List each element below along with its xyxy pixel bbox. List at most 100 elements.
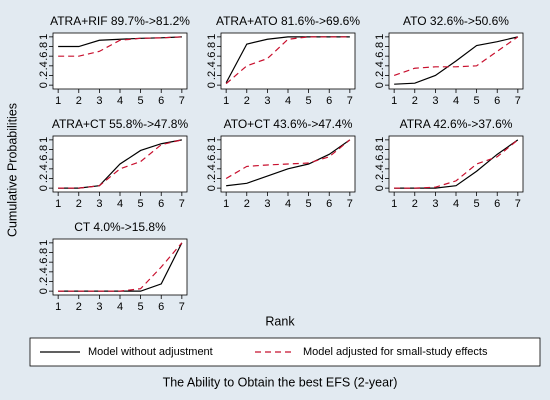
x-tick-label: 3 — [264, 95, 270, 107]
y-tick-label: 1 — [206, 137, 218, 143]
y-tick-label: .4 — [206, 164, 218, 173]
y-tick-label: 1 — [374, 34, 386, 40]
x-tick-label: 7 — [347, 198, 353, 210]
x-tick-label: 7 — [179, 95, 185, 107]
y-tick-label: .2 — [374, 71, 386, 80]
x-tick-label: 6 — [494, 95, 500, 107]
x-tick-label: 7 — [515, 198, 521, 210]
series-line — [226, 139, 351, 187]
y-tick-label: 0 — [374, 82, 386, 88]
y-tick-label: .8 — [38, 42, 50, 51]
y-tick-label: .2 — [38, 71, 50, 80]
x-tick-label: 2 — [76, 198, 82, 210]
y-tick-label: .4 — [38, 164, 50, 173]
y-tick-label: .8 — [206, 42, 218, 51]
x-tick-label: 5 — [474, 95, 480, 107]
x-tick-label: 5 — [138, 301, 144, 313]
x-tick-label: 6 — [494, 198, 500, 210]
y-tick-label: .4 — [38, 267, 50, 276]
x-tick-label: 1 — [223, 198, 229, 210]
x-tick-label: 3 — [432, 198, 438, 210]
y-tick-label: .2 — [38, 174, 50, 183]
panel-title: ATRA 42.6%->37.6% — [400, 117, 513, 131]
x-tick-label: 6 — [158, 301, 164, 313]
x-tick-label: 7 — [179, 198, 185, 210]
y-tick-label: 0 — [38, 288, 50, 294]
plot-area — [388, 135, 524, 193]
series-line — [225, 36, 350, 84]
series-line — [394, 36, 518, 85]
x-tick-label: 1 — [223, 95, 229, 107]
y-tick-label: .6 — [38, 155, 50, 164]
x-tick-label: 1 — [55, 301, 61, 313]
series-line — [394, 139, 519, 189]
x-tick-label: 2 — [76, 95, 82, 107]
y-tick-label: .6 — [38, 258, 50, 267]
y-tick-label: .4 — [38, 61, 50, 70]
y-tick-label: .8 — [374, 145, 386, 154]
series-line — [58, 36, 182, 57]
x-tick-label: 1 — [391, 95, 397, 107]
y-tick-label: .6 — [374, 155, 386, 164]
y-tick-label: 1 — [38, 34, 50, 40]
x-tick-label: 5 — [306, 95, 312, 107]
x-tick-label: 6 — [158, 95, 164, 107]
plot-area — [52, 32, 188, 90]
x-tick-label: 6 — [158, 198, 164, 210]
panel-title: ATRA+CT 55.8%->47.8% — [52, 117, 189, 131]
y-tick-label: .6 — [38, 52, 50, 61]
y-tick-label: 0 — [38, 82, 50, 88]
x-tick-label: 1 — [55, 95, 61, 107]
x-tick-label: 4 — [117, 301, 123, 313]
x-tick-label: 5 — [306, 198, 312, 210]
y-tick-label: .4 — [374, 164, 386, 173]
y-tick-label: 1 — [38, 240, 50, 246]
x-tick-label: 1 — [55, 198, 61, 210]
y-tick-label: 1 — [374, 137, 386, 143]
panel-title: ATRA+RIF 89.7%->81.2% — [50, 14, 190, 28]
x-tick-label: 3 — [432, 95, 438, 107]
legend-label: Model without adjustment — [88, 346, 213, 358]
y-tick-label: .2 — [206, 174, 218, 183]
panel-title: CT 4.0%->15.8% — [74, 220, 166, 234]
x-tick-label: 4 — [453, 95, 459, 107]
x-axis-label: Rank — [265, 314, 295, 328]
x-tick-label: 2 — [76, 301, 82, 313]
y-tick-label: 0 — [206, 185, 218, 191]
y-tick-label: .8 — [374, 42, 386, 51]
x-tick-label: 7 — [179, 301, 185, 313]
x-tick-label: 4 — [117, 95, 123, 107]
x-tick-label: 1 — [391, 198, 397, 210]
y-tick-label: 0 — [38, 185, 50, 191]
panel-title: ATO 32.6%->50.6% — [403, 14, 509, 28]
y-tick-label: 1 — [206, 34, 218, 40]
y-axis-label: Cumulative Probabilities — [5, 103, 19, 237]
panel-title: ATO+CT 43.6%->47.4% — [224, 117, 353, 131]
series-line — [393, 36, 519, 77]
x-tick-label: 2 — [412, 95, 418, 107]
x-tick-label: 2 — [244, 198, 250, 210]
y-tick-label: .6 — [206, 155, 218, 164]
series-line — [58, 36, 182, 48]
x-tick-label: 6 — [326, 95, 332, 107]
panel-title: ATRA+ATO 81.6%->69.6% — [216, 14, 360, 28]
y-tick-label: .4 — [374, 61, 386, 70]
series-line — [58, 242, 183, 292]
x-tick-label: 3 — [264, 198, 270, 210]
y-tick-label: .8 — [38, 248, 50, 257]
y-tick-label: 0 — [374, 185, 386, 191]
x-tick-label: 4 — [285, 95, 291, 107]
plot-area — [52, 238, 188, 296]
series-line — [225, 139, 351, 180]
x-tick-label: 4 — [453, 198, 459, 210]
y-tick-label: .6 — [206, 52, 218, 61]
x-tick-label: 2 — [244, 95, 250, 107]
x-tick-label: 5 — [138, 198, 144, 210]
x-tick-label: 6 — [326, 198, 332, 210]
x-tick-label: 7 — [515, 95, 521, 107]
y-tick-label: 0 — [206, 82, 218, 88]
y-tick-label: .2 — [374, 174, 386, 183]
y-tick-label: .8 — [38, 145, 50, 154]
x-tick-label: 5 — [138, 95, 144, 107]
y-tick-label: .2 — [38, 277, 50, 286]
